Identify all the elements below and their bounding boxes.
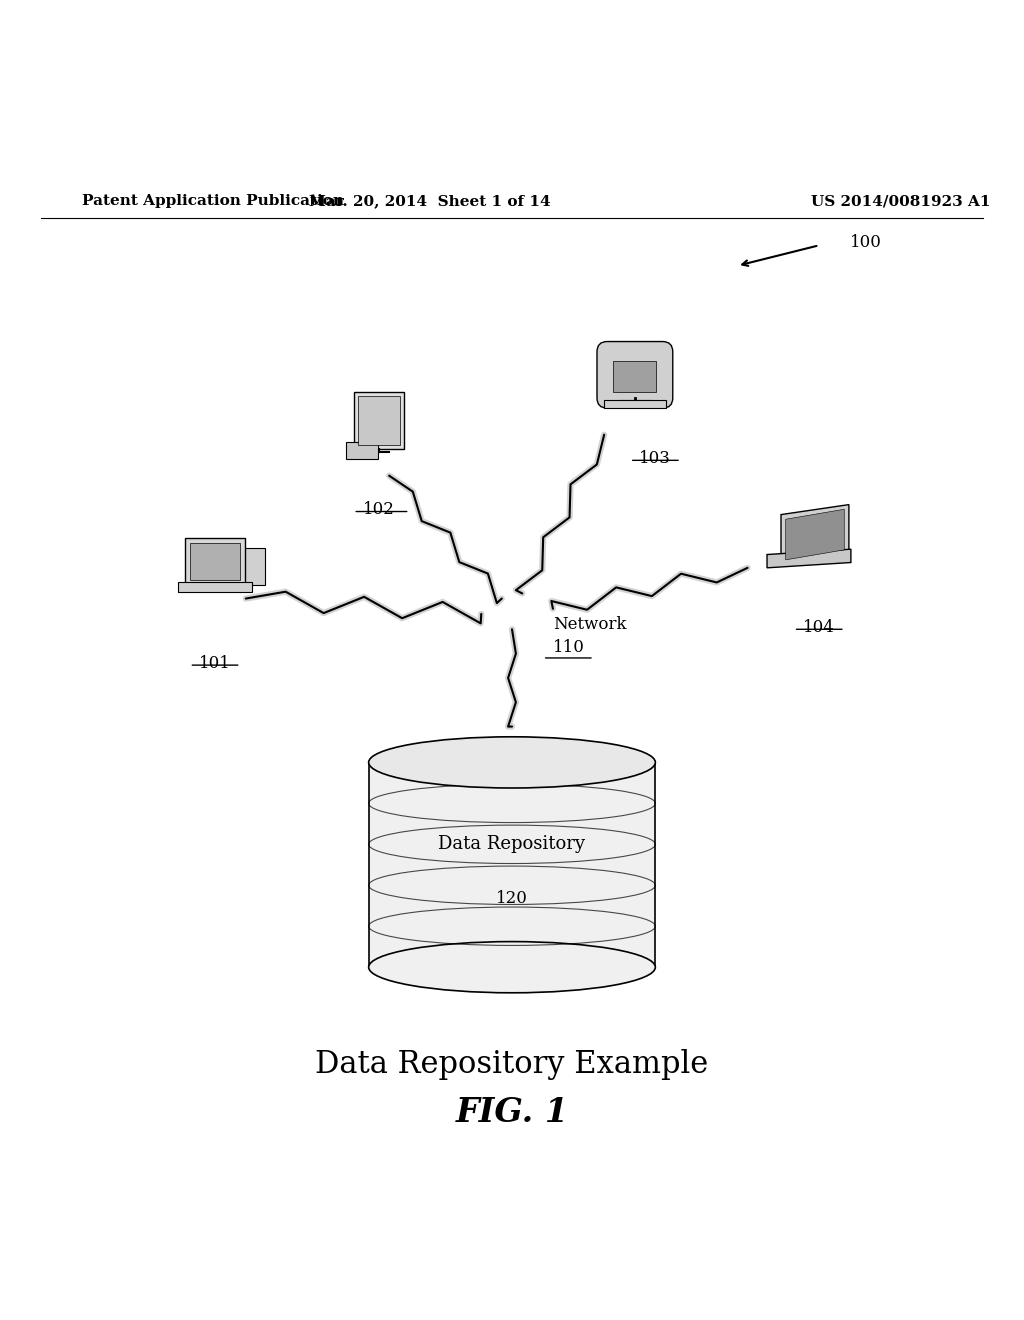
FancyBboxPatch shape	[185, 539, 245, 585]
Ellipse shape	[369, 737, 655, 788]
Text: Data Repository: Data Repository	[438, 836, 586, 853]
Ellipse shape	[369, 941, 655, 993]
Text: Patent Application Publication: Patent Application Publication	[82, 194, 344, 209]
FancyBboxPatch shape	[604, 400, 666, 408]
Text: 120: 120	[496, 891, 528, 907]
FancyBboxPatch shape	[369, 763, 655, 968]
FancyBboxPatch shape	[189, 543, 241, 581]
Polygon shape	[767, 549, 851, 568]
Text: 101: 101	[199, 655, 231, 672]
FancyBboxPatch shape	[618, 400, 652, 404]
FancyBboxPatch shape	[597, 342, 673, 408]
FancyBboxPatch shape	[178, 582, 252, 591]
FancyBboxPatch shape	[613, 360, 656, 392]
Text: 103: 103	[639, 450, 672, 467]
Polygon shape	[785, 510, 844, 560]
Text: 110: 110	[553, 639, 585, 656]
Text: US 2014/0081923 A1: US 2014/0081923 A1	[811, 194, 991, 209]
Text: Network: Network	[553, 615, 627, 632]
Polygon shape	[781, 504, 849, 565]
Text: FIG. 1: FIG. 1	[456, 1096, 568, 1129]
FancyBboxPatch shape	[354, 392, 403, 449]
FancyBboxPatch shape	[358, 396, 399, 445]
Text: Data Repository Example: Data Repository Example	[315, 1049, 709, 1080]
Text: 102: 102	[362, 502, 395, 519]
Text: Mar. 20, 2014  Sheet 1 of 14: Mar. 20, 2014 Sheet 1 of 14	[309, 194, 551, 209]
Text: 100: 100	[850, 234, 882, 251]
FancyBboxPatch shape	[233, 548, 265, 585]
FancyBboxPatch shape	[346, 442, 378, 458]
Text: 104: 104	[803, 619, 836, 636]
